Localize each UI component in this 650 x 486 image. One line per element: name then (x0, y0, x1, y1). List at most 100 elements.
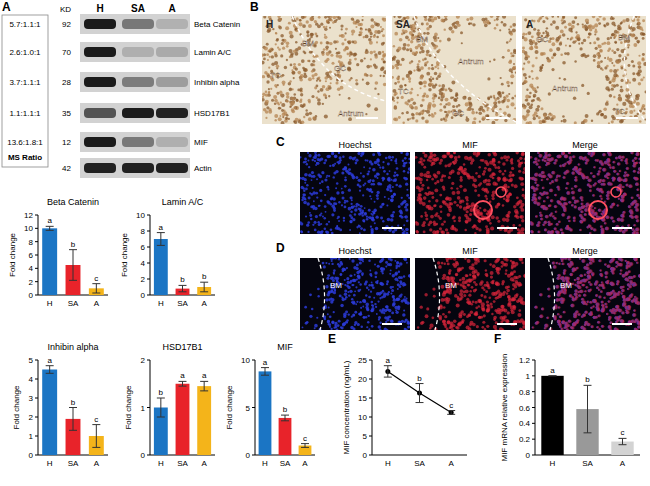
error-bar (200, 282, 208, 292)
cell (266, 80, 269, 83)
x-tick-label: A (201, 459, 207, 468)
y-tick (369, 398, 372, 399)
cell (468, 22, 471, 25)
cell (431, 67, 434, 70)
cell (526, 122, 530, 124)
x-tick-label: A (302, 459, 308, 468)
cell (595, 28, 597, 30)
y-tick-label: 0.8 (519, 388, 531, 397)
cell (425, 94, 429, 98)
cell (293, 93, 296, 96)
blot-band (122, 19, 154, 29)
cell (263, 57, 266, 60)
cell (396, 77, 400, 81)
cell (420, 87, 422, 89)
cell (289, 31, 293, 35)
cell (357, 23, 361, 27)
cell (523, 63, 525, 65)
cell (363, 36, 365, 38)
cell (502, 56, 505, 59)
cell (311, 70, 314, 73)
ms-ratio: 13.6:1.8:1 (7, 138, 43, 147)
cell (271, 55, 274, 58)
blot-band (122, 137, 154, 147)
nucleus (377, 173, 380, 176)
cell (405, 35, 409, 39)
nucleus (326, 200, 329, 203)
cell (559, 77, 561, 79)
nucleus (405, 228, 409, 232)
nucleus (372, 218, 375, 221)
ihc-image (392, 16, 516, 124)
cell (616, 104, 618, 106)
cell (616, 60, 620, 64)
cell (609, 81, 612, 84)
chart-title: Lamin A/C (162, 197, 204, 207)
nucleus (382, 203, 385, 206)
y-tick-label: 2 (141, 356, 146, 365)
cell (540, 107, 543, 110)
kd-header: KD (60, 5, 71, 14)
nucleus (389, 189, 392, 192)
nucleus (316, 178, 318, 180)
cell (365, 52, 367, 54)
nucleus (390, 214, 393, 217)
cell (609, 69, 613, 73)
cell (281, 42, 284, 45)
nucleus (341, 188, 343, 190)
cell (295, 28, 298, 31)
cell (581, 42, 584, 45)
cell (355, 79, 358, 82)
cell (593, 41, 596, 44)
y-tick (35, 436, 38, 437)
nucleus (327, 188, 329, 190)
cell (376, 36, 379, 39)
cell (496, 16, 499, 18)
cell (328, 95, 330, 97)
nucleus (303, 193, 306, 196)
cell (560, 30, 564, 34)
nucleus (328, 221, 330, 223)
cell (581, 121, 585, 124)
cell (532, 64, 535, 67)
cell (382, 54, 386, 58)
nucleus (385, 157, 388, 160)
cell (510, 25, 513, 28)
nucleus (397, 224, 399, 226)
cell (597, 61, 601, 65)
nucleus (408, 167, 410, 171)
cell (329, 85, 331, 87)
protein-name: Beta Catenin (194, 20, 240, 29)
y-tick-label: 4 (29, 375, 34, 384)
error-bar (261, 368, 269, 376)
nucleus (380, 217, 383, 220)
cell (419, 81, 423, 85)
cell (415, 51, 418, 54)
cell (611, 84, 614, 87)
chart-title: MIF (277, 342, 293, 352)
nucleus (357, 152, 360, 155)
cell (349, 59, 352, 62)
bar (176, 384, 190, 455)
cell (438, 49, 440, 51)
cell (348, 40, 352, 44)
cell (262, 75, 265, 78)
cell (642, 33, 645, 36)
cell (309, 17, 313, 21)
cell (408, 71, 412, 75)
cell (599, 110, 602, 113)
cell (307, 60, 309, 62)
y-tick (369, 379, 372, 380)
cell (643, 76, 645, 78)
cell (510, 52, 512, 54)
cell (493, 102, 495, 104)
y-label: Fold change (120, 232, 129, 277)
cell (531, 35, 534, 38)
cell (303, 50, 305, 52)
cell (620, 79, 623, 82)
nucleus (331, 232, 334, 234)
cell (562, 16, 565, 19)
basement-membrane-line (292, 16, 386, 101)
error-bar (157, 233, 165, 246)
nucleus (362, 219, 365, 222)
